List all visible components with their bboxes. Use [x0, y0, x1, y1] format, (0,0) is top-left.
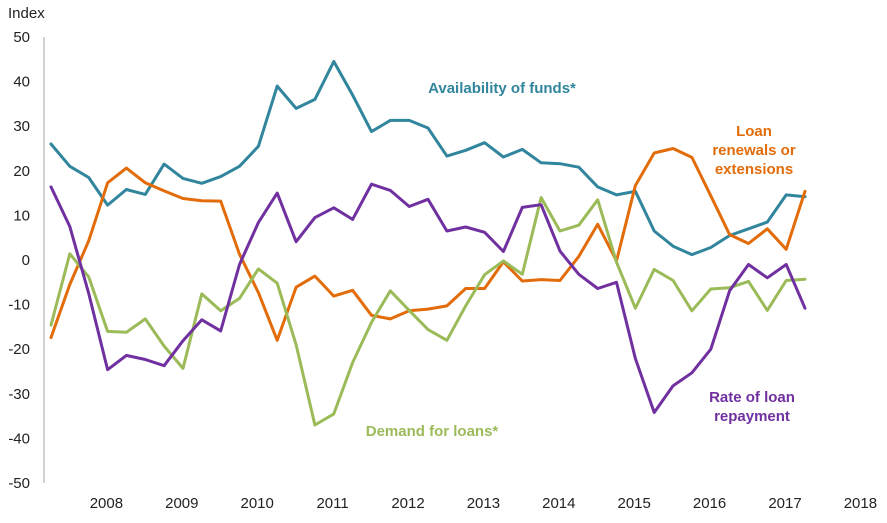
- x-tick-label: 2018: [844, 495, 877, 512]
- x-tick-label: 2008: [90, 495, 123, 512]
- series-label-1: Loan renewals or extensions: [712, 123, 796, 178]
- series-label-2: Demand for loans*: [366, 423, 499, 440]
- x-tick-label: 2009: [165, 495, 198, 512]
- x-tick-label: 2014: [542, 495, 575, 512]
- y-axis-title: Index: [8, 5, 45, 22]
- x-tick-label: 2011: [316, 495, 348, 512]
- series-lines: [49, 60, 807, 427]
- x-tick-label: 2013: [467, 495, 500, 512]
- x-tick-label: 2010: [241, 495, 274, 512]
- x-tick-label: 2016: [693, 495, 726, 512]
- y-tick-label: -10: [8, 297, 30, 314]
- x-tick-label: 2015: [618, 495, 651, 512]
- y-tick-label: 10: [13, 207, 30, 224]
- y-axis-ticks: 50 40 30 20 10 0 -10 -20 -30 -40 -50: [8, 29, 30, 492]
- y-tick-label: -30: [8, 386, 30, 403]
- y-tick-label: -50: [8, 475, 30, 492]
- y-tick-label: -40: [8, 430, 30, 447]
- y-tick-label: 0: [22, 252, 30, 269]
- series-labels: Availability of funds* Loan renewals or ext…: [366, 80, 796, 440]
- series-label-3: Rate of loan repayment: [709, 389, 795, 425]
- x-tick-label: 2012: [391, 495, 424, 512]
- series-line-0: [49, 60, 807, 257]
- series-line-3: [49, 182, 807, 414]
- series-label-0: Availability of funds*: [428, 80, 576, 97]
- x-tick-label: 2017: [768, 495, 801, 512]
- y-tick-label: 50: [13, 29, 30, 46]
- y-tick-label: 40: [13, 74, 30, 91]
- y-tick-label: 30: [13, 118, 30, 135]
- x-axis-ticks: 2008 2009 2010 2011 2012 2013 2014 2015 2016 2017…: [90, 495, 877, 512]
- series-line-2: [49, 196, 807, 427]
- y-tick-label: -20: [8, 341, 30, 358]
- series-line-1: [49, 147, 807, 342]
- y-tick-label: 20: [13, 163, 30, 180]
